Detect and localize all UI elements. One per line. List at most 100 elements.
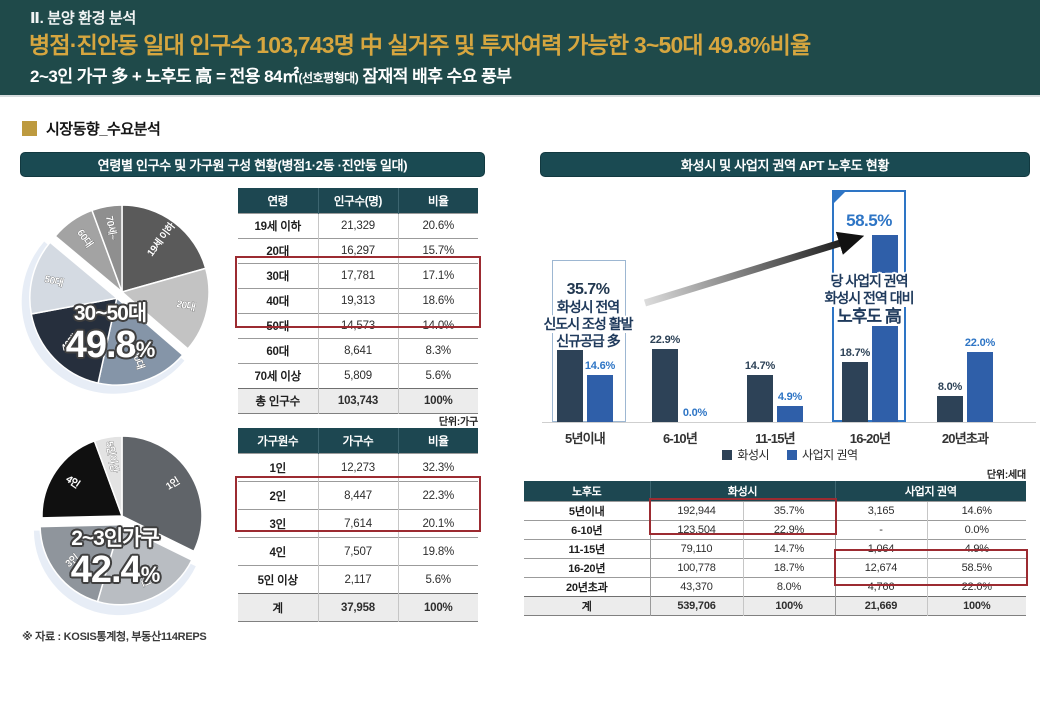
table-cell: 4.9% (926, 539, 1026, 559)
table-cell: 20대 (238, 238, 318, 264)
legend-swatch (787, 449, 798, 460)
column-header: 사업지 권역 (834, 481, 1026, 502)
pie-slice-20대 (120, 267, 210, 350)
annotation-line-text: 당 사업지 권역 (828, 273, 910, 290)
table-row: 5년이내 192,944 35.7% 3,165 14.6% (524, 501, 1026, 521)
table-cell: 12,273 (317, 453, 398, 482)
pie-slice-70세~ (91, 204, 123, 293)
annotation-line-text: 화성시 전역 (554, 299, 622, 316)
bar-value-label: 14.6% (584, 360, 616, 372)
table-cell: 100,778 (649, 558, 743, 578)
table-cell: 37,958 (317, 593, 398, 622)
bar-value-label: 14.7% (744, 360, 776, 372)
table-cell: 21,669 (834, 596, 927, 616)
header-band: Ⅱ. 분양 환경 분석 병점·진안동 일대 인구수 103,743명 中 실거주… (0, 0, 1040, 97)
table-cell: 20.1% (397, 509, 478, 538)
slide-kicker: Ⅱ. 분양 환경 분석 (30, 10, 137, 27)
annotation-line-text: 신도시 조성 활발 (541, 316, 635, 333)
table-cell: 100% (926, 596, 1026, 616)
column-header: 인구수(명) (317, 188, 398, 214)
table-row: 50대 14,573 14.0% (238, 313, 478, 339)
annotation-line: 화성시 전역 (527, 299, 649, 316)
table-row: 3인 7,614 20.1% (238, 509, 478, 538)
table-row: 2인 8,447 22.3% (238, 481, 478, 510)
annotation-line: 신도시 조성 활발 (527, 316, 649, 333)
table-cell: 14.6% (926, 501, 1026, 521)
pie-slice-4인 (41, 439, 124, 519)
annotation-line: 신규공급 多 (527, 333, 649, 350)
table-cell: 19.8% (397, 537, 478, 566)
aging-bar-chart: 22.9% 14.7% 18.7% 8.0% 14.6% 0.0% 4.9% 22.0% 5년이… (540, 185, 1040, 465)
table-cell: 22.9% (742, 520, 835, 540)
table-row: 20년초과 43,370 8.0% 4,766 22.0% (524, 577, 1026, 597)
table-cell: 1인 (238, 453, 318, 482)
column-header: 비율 (397, 428, 478, 454)
table-cell: 17.1% (397, 263, 478, 289)
category-label-16-20년: 16-20년 (849, 431, 891, 446)
aging-unit-note: 단위:세대 (986, 470, 1026, 481)
table-cell: 4인 (238, 537, 318, 566)
x-axis (542, 422, 1036, 423)
bar-value-label: 18.7% (839, 347, 871, 359)
gold-square-icon (22, 121, 37, 136)
table-header-row: 노후도 화성시 사업지 권역 (524, 481, 1026, 502)
table-row: 60대 8,641 8.3% (238, 338, 478, 364)
table-cell: 123,504 (649, 520, 743, 540)
table-cell: 16,297 (317, 238, 398, 264)
table-cell: 1,064 (834, 539, 927, 559)
data-table: 가구원수 가구수 비율 1인 12,273 32.3% 2인 8,447 22.3% 3인 7,61… (238, 428, 478, 622)
legend-label: 사업지 권역 (802, 448, 858, 462)
annotation-line: 노후도 高 (807, 307, 931, 326)
table-cell: 58.5% (926, 558, 1026, 578)
table-cell: 12,674 (834, 558, 927, 578)
table-cell: 539,706 (649, 596, 743, 616)
pie-slice-3인 (39, 524, 122, 603)
legend-swatch (722, 449, 733, 460)
annotation-line: 화성시 전역 대비 (807, 290, 931, 307)
age-table: 연령 인구수(명) 비율 19세 이하 21,329 20.6% 20대 16,297 15.7… (238, 188, 478, 414)
table-row: 1인 12,273 32.3% (238, 453, 478, 482)
table-cell: 103,743 (317, 388, 398, 414)
aging-table: 노후도 화성시 사업지 권역 5년이내 192,944 35.7% 3,165 14.6% 6-… (524, 481, 1026, 616)
table-cell: 19,313 (317, 288, 398, 314)
bar-화성시-11-15년 (747, 375, 773, 422)
table-header-row: 연령 인구수(명) 비율 (238, 188, 478, 214)
pie-slice-40대 (30, 297, 118, 384)
bar-사업지 권역-5년이내 (587, 375, 613, 422)
section-label: 시장동향_수요분석 (22, 118, 161, 139)
household-unit-note: 단위:가구 (438, 417, 478, 428)
site-annotation-text: 당 사업지 권역 화성시 전역 대비 노후도 高 (807, 273, 931, 326)
table-row: 16-20년 100,778 18.7% 12,674 58.5% (524, 558, 1026, 578)
bar-value-label: 8.0% (937, 381, 963, 393)
category-label-11-15년: 11-15년 (755, 431, 796, 446)
table-cell: 43,370 (649, 577, 743, 597)
table-cell: 70세 이상 (238, 363, 318, 389)
table-cell: 2,117 (317, 565, 398, 594)
table-cell: 0.0% (926, 520, 1026, 540)
table-row: 계 539,706 100% 21,669 100% (524, 596, 1026, 616)
category-label-5년이내: 5년이내 (565, 431, 606, 446)
table-cell: 22.0% (926, 577, 1026, 597)
table-cell: 15.7% (397, 238, 478, 264)
pie-slice-1인 (121, 435, 203, 553)
table-cell: 40대 (238, 288, 318, 314)
pie-slice-50대 (29, 241, 119, 315)
legend-item-사업지 권역: 사업지 권역 (787, 446, 858, 463)
table-row: 19세 이하 21,329 20.6% (238, 213, 478, 239)
subline-tail: 잠재적 배후 수요 풍부 (358, 67, 512, 86)
column-header: 연령 (238, 188, 318, 214)
legend-label: 화성시 (737, 448, 770, 462)
table-cell: 20년초과 (524, 577, 650, 597)
table-cell: 100% (397, 593, 478, 622)
table-cell: 22.3% (397, 481, 478, 510)
table-cell: 35.7% (742, 501, 835, 521)
data-table: 연령 인구수(명) 비율 19세 이하 21,329 20.6% 20대 16,297 15.7… (238, 188, 478, 414)
table-row: 30대 17,781 17.1% (238, 263, 478, 289)
table-cell: 30대 (238, 263, 318, 289)
subline-main: 2~3인 가구 多 + 노후도 高 = 전용 84㎡ (30, 67, 299, 86)
table-cell: 7,614 (317, 509, 398, 538)
column-header: 화성시 (649, 481, 835, 502)
table-cell: 16-20년 (524, 558, 650, 578)
site-annotation-value: 58.5% (846, 211, 892, 230)
